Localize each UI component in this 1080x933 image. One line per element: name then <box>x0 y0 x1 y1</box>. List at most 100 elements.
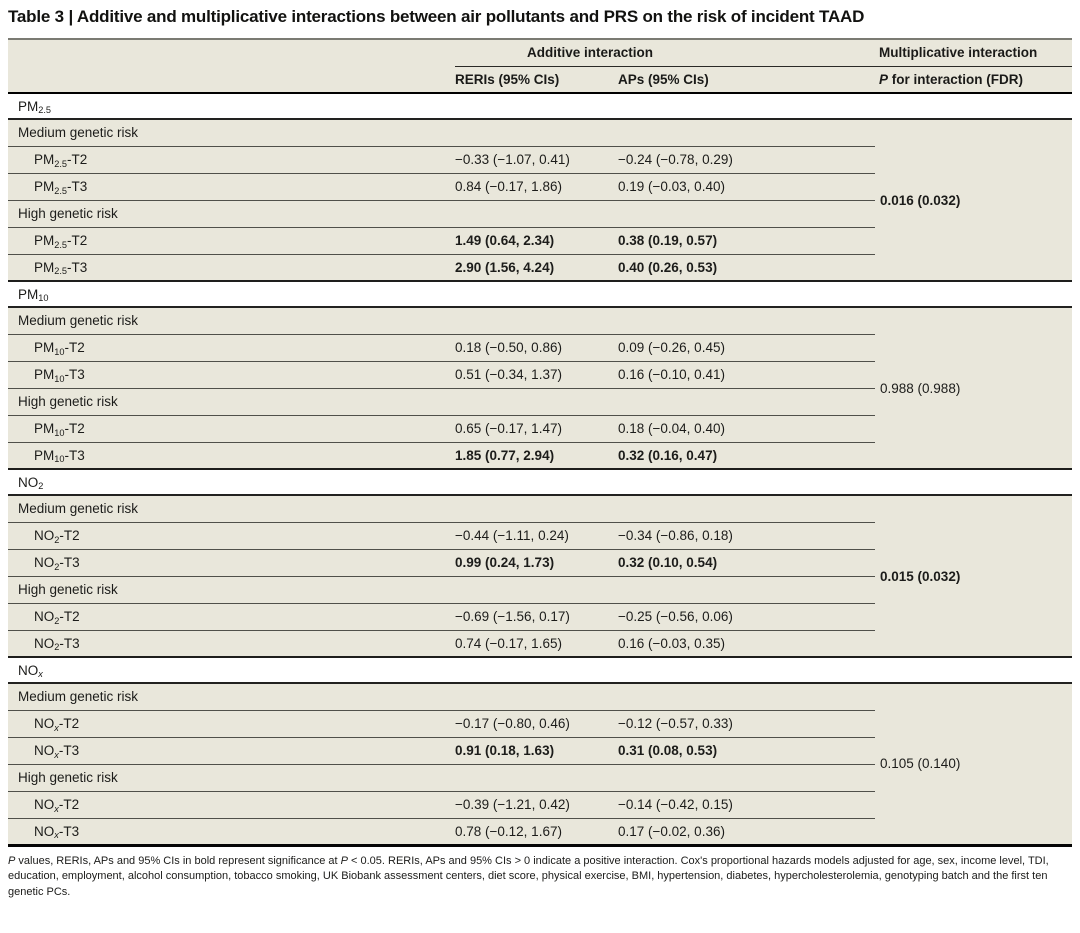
table-row: Medium genetic risk 0.105 (0.140) <box>8 683 1073 847</box>
reri-value: 1.85 (0.77, 2.94) <box>455 442 618 470</box>
exposure-tertile-label: NO2-T2 <box>8 603 455 631</box>
exposure-tertile-label: NOx-T3 <box>8 818 455 847</box>
reri-value: 0.74 (−0.17, 1.65) <box>455 630 618 658</box>
p-interaction-value: 0.016 (0.032) <box>875 119 1073 282</box>
exposure-tertile-label: PM10-T3 <box>8 361 455 389</box>
ap-value: 0.38 (0.19, 0.57) <box>618 227 876 255</box>
reri-value: 0.84 (−0.17, 1.86) <box>455 173 618 201</box>
ap-value: 0.16 (−0.10, 0.41) <box>618 361 876 389</box>
exposure-tertile-label: PM2.5-T3 <box>8 254 455 282</box>
ap-value: −0.14 (−0.42, 0.15) <box>618 791 876 819</box>
table-row: NO2 <box>8 469 1073 496</box>
table-row: PM2.5 <box>8 93 1073 120</box>
table-row: PM2.5-T3 2.90 (1.56, 4.24) 0.40 (0.26, 0… <box>8 254 1072 282</box>
table-row: NOx-T2 −0.17 (−0.80, 0.46) −0.12 (−0.57,… <box>8 710 1072 738</box>
exposure-tertile-label: NO2-T3 <box>8 549 455 577</box>
table-row: NO2-T3 0.99 (0.24, 1.73) 0.32 (0.10, 0.5… <box>8 549 1072 577</box>
reri-value: 0.91 (0.18, 1.63) <box>455 737 618 765</box>
ap-value: −0.12 (−0.57, 0.33) <box>618 710 876 738</box>
header-blank-cell <box>8 39 455 94</box>
exposure-tertile-label: NO2-T2 <box>8 522 455 550</box>
genetic-risk-group-label: High genetic risk <box>8 764 876 792</box>
table-row: NOx-T3 0.91 (0.18, 1.63) 0.31 (0.08, 0.5… <box>8 737 1072 765</box>
genetic-risk-group-label: High genetic risk <box>8 388 876 416</box>
pollutant-label: PM2.5 <box>8 93 1073 120</box>
table-row: NOx <box>8 657 1073 684</box>
pollutant-label: PM10 <box>8 281 1073 308</box>
table-row: PM10-T2 0.18 (−0.50, 0.86) 0.09 (−0.26, … <box>8 334 1072 362</box>
reri-value: 2.90 (1.56, 4.24) <box>455 254 618 282</box>
table-footnote: P values, RERIs, APs and 95% CIs in bold… <box>8 854 1049 899</box>
reri-value: −0.39 (−1.21, 0.42) <box>455 791 618 819</box>
genetic-risk-group-label: High genetic risk <box>8 200 876 228</box>
table-row: High genetic risk <box>8 388 1072 416</box>
ap-value: 0.40 (0.26, 0.53) <box>618 254 876 282</box>
header-row-groups: Additive interaction Multiplicative inte… <box>8 39 1073 94</box>
table-row: NO2-T3 0.74 (−0.17, 1.65) 0.16 (−0.03, 0… <box>8 630 1072 658</box>
table-row: PM10 <box>8 281 1073 308</box>
table-row: Medium genetic risk 0.015 (0.032) <box>8 495 1073 658</box>
table-row: NOx-T3 0.78 (−0.12, 1.67) 0.17 (−0.02, 0… <box>8 818 1072 847</box>
ap-value: 0.31 (0.08, 0.53) <box>618 737 876 765</box>
table-row: Medium genetic risk 0.988 (0.988) <box>8 307 1073 470</box>
page-title: Table 3 | Additive and multiplicative in… <box>8 7 865 26</box>
exposure-tertile-label: PM2.5-T2 <box>8 227 455 255</box>
genetic-risk-group-label: Medium genetic risk <box>8 683 876 711</box>
ap-value: 0.09 (−0.26, 0.45) <box>618 334 876 362</box>
exposure-tertile-label: NOx-T2 <box>8 791 455 819</box>
reri-value: −0.69 (−1.56, 0.17) <box>455 603 618 631</box>
table-row: PM2.5-T2 −0.33 (−1.07, 0.41) −0.24 (−0.7… <box>8 146 1072 174</box>
ap-value: −0.24 (−0.78, 0.29) <box>618 146 876 174</box>
reri-value: −0.33 (−1.07, 0.41) <box>455 146 618 174</box>
reri-value: 1.49 (0.64, 2.34) <box>455 227 618 255</box>
exposure-tertile-label: PM10-T2 <box>8 334 455 362</box>
reri-value: 0.51 (−0.34, 1.37) <box>455 361 618 389</box>
table-row: PM10-T3 1.85 (0.77, 2.94) 0.32 (0.16, 0.… <box>8 442 1072 470</box>
p-interaction-value: 0.015 (0.032) <box>875 495 1073 658</box>
table-row: PM2.5-T3 0.84 (−0.17, 1.86) 0.19 (−0.03,… <box>8 173 1072 201</box>
exposure-tertile-label: PM10-T2 <box>8 415 455 443</box>
header-reris-cis: RERIs (95% CIs) <box>455 66 618 94</box>
table-row: PM2.5-T2 1.49 (0.64, 2.34) 0.38 (0.19, 0… <box>8 227 1072 255</box>
header-p-for-interaction: P for interaction (FDR) <box>875 66 1073 94</box>
table-row: High genetic risk <box>8 764 1072 792</box>
pollutant-label: NO2 <box>8 469 1073 496</box>
header-aps-cis: APs (95% CIs) <box>618 66 876 94</box>
table-row: High genetic risk <box>8 200 1072 228</box>
genetic-risk-group-label: Medium genetic risk <box>8 119 876 147</box>
table-row: NO2-T2 −0.69 (−1.56, 0.17) −0.25 (−0.56,… <box>8 603 1072 631</box>
reri-value: 0.78 (−0.12, 1.67) <box>455 818 618 847</box>
header-row-columns: RERIs (95% CIs) APs (95% CIs) P for inte… <box>8 66 1073 94</box>
ap-value: −0.25 (−0.56, 0.06) <box>618 603 876 631</box>
data-table: Additive interaction Multiplicative inte… <box>8 38 1073 847</box>
table-row: PM10-T3 0.51 (−0.34, 1.37) 0.16 (−0.10, … <box>8 361 1072 389</box>
table-row: NOx-T2 −0.39 (−1.21, 0.42) −0.14 (−0.42,… <box>8 791 1072 819</box>
genetic-risk-group-label: Medium genetic risk <box>8 307 876 335</box>
genetic-risk-group-label: High genetic risk <box>8 576 876 604</box>
table-row: Medium genetic risk 0.016 (0.032) <box>8 119 1073 282</box>
p-interaction-value: 0.105 (0.140) <box>875 683 1073 847</box>
table-row: PM10-T2 0.65 (−0.17, 1.47) 0.18 (−0.04, … <box>8 415 1072 443</box>
exposure-tertile-label: NO2-T3 <box>8 630 455 658</box>
reri-value: 0.18 (−0.50, 0.86) <box>455 334 618 362</box>
ap-value: −0.34 (−0.86, 0.18) <box>618 522 876 550</box>
header-multiplicative-interaction: Multiplicative interaction <box>875 39 1073 67</box>
ap-value: 0.32 (0.16, 0.47) <box>618 442 876 470</box>
header-additive-interaction: Additive interaction <box>455 39 876 67</box>
table-row: High genetic risk <box>8 576 1072 604</box>
exposure-tertile-label: NOx-T2 <box>8 710 455 738</box>
pollutant-label: NOx <box>8 657 1073 684</box>
ap-value: 0.17 (−0.02, 0.36) <box>618 818 876 847</box>
p-interaction-value: 0.988 (0.988) <box>875 307 1073 470</box>
reri-value: 0.65 (−0.17, 1.47) <box>455 415 618 443</box>
ap-value: 0.16 (−0.03, 0.35) <box>618 630 876 658</box>
exposure-tertile-label: PM10-T3 <box>8 442 455 470</box>
exposure-tertile-label: PM2.5-T2 <box>8 146 455 174</box>
reri-value: −0.17 (−0.80, 0.46) <box>455 710 618 738</box>
table-row: NO2-T2 −0.44 (−1.11, 0.24) −0.34 (−0.86,… <box>8 522 1072 550</box>
genetic-risk-group-label: Medium genetic risk <box>8 495 876 523</box>
exposure-tertile-label: PM2.5-T3 <box>8 173 455 201</box>
reri-value: −0.44 (−1.11, 0.24) <box>455 522 618 550</box>
reri-value: 0.99 (0.24, 1.73) <box>455 549 618 577</box>
ap-value: 0.18 (−0.04, 0.40) <box>618 415 876 443</box>
